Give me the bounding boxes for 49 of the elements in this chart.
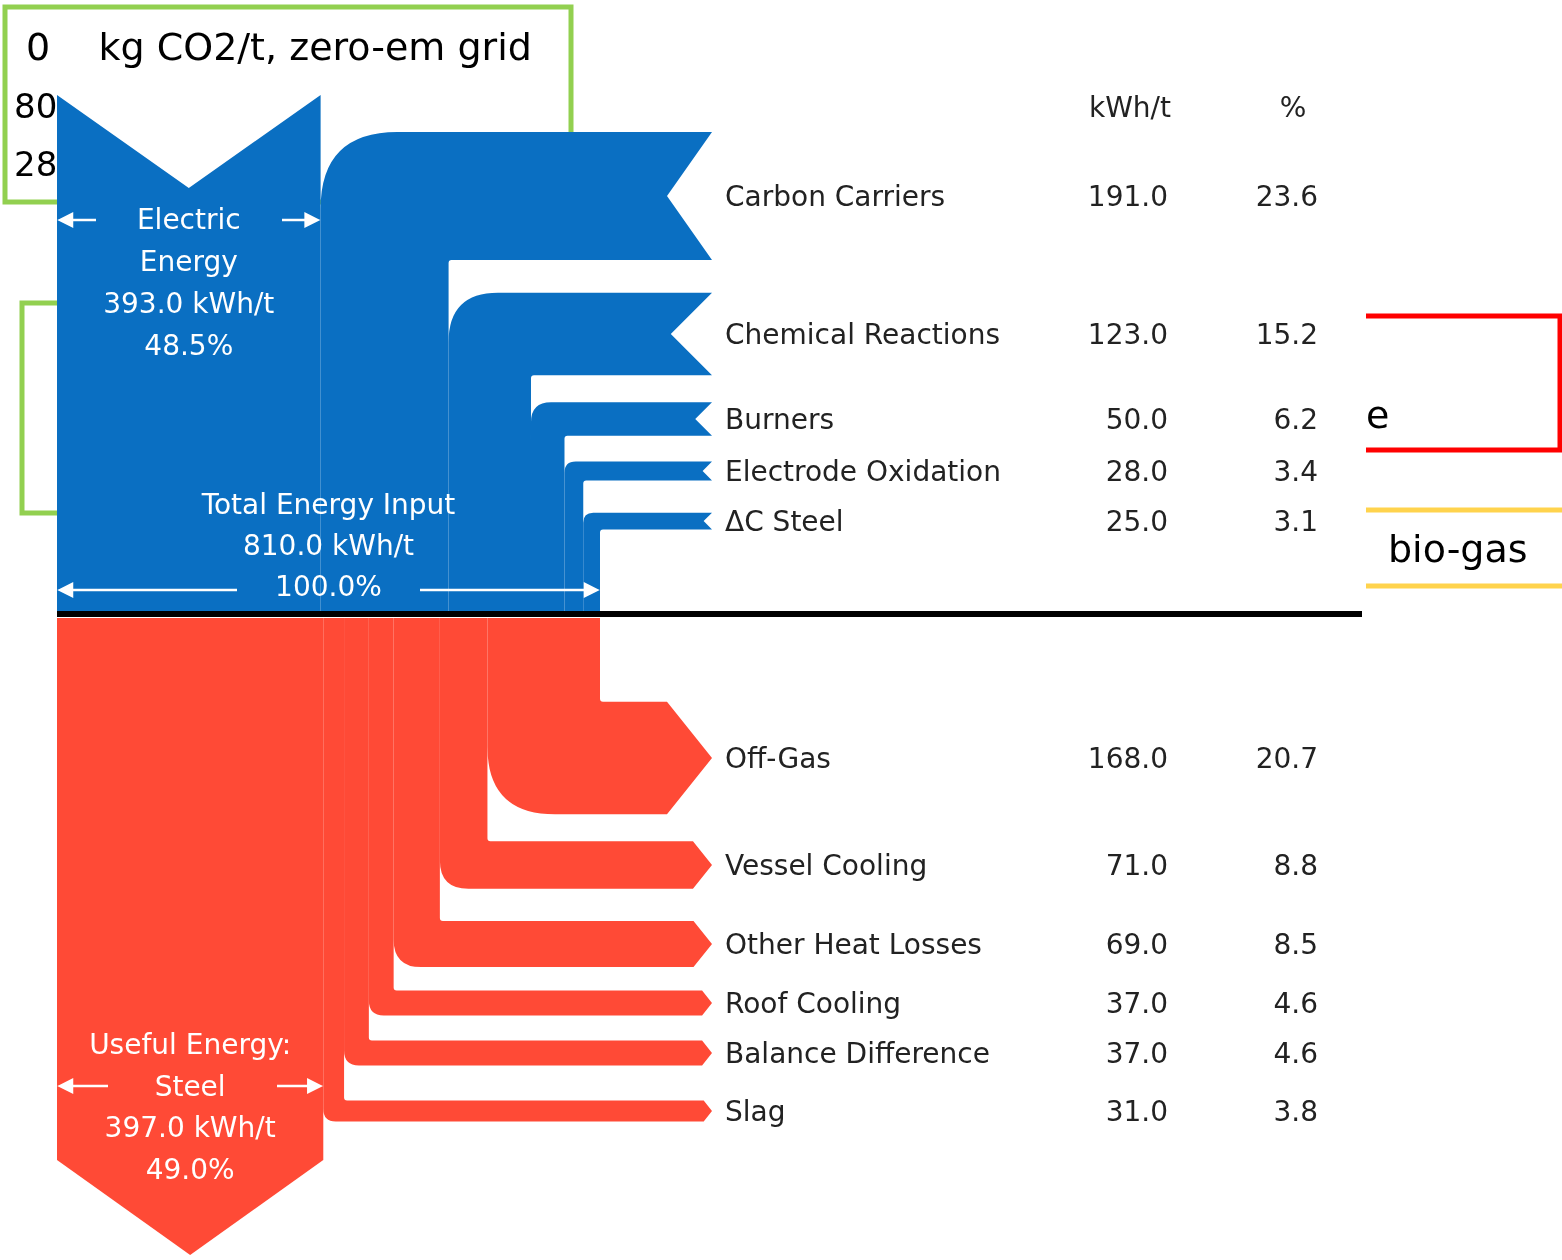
category-label: Slag bbox=[725, 1095, 786, 1128]
data-label: 28.0 bbox=[1105, 455, 1168, 488]
text: 49.0% bbox=[145, 1153, 235, 1186]
data-label: 25.0 bbox=[1105, 505, 1168, 538]
data-label: 71.0 bbox=[1105, 849, 1168, 882]
data-label: 8.5 bbox=[1273, 928, 1318, 961]
text: e bbox=[1366, 393, 1390, 437]
data-label: 3.1 bbox=[1273, 505, 1318, 538]
text: Electric Energy bbox=[136, 203, 241, 278]
text: 28 bbox=[14, 144, 58, 184]
data-label: 50.0 bbox=[1105, 403, 1168, 436]
data-label: 4.6 bbox=[1273, 987, 1318, 1020]
text: kWh/t bbox=[1088, 91, 1172, 124]
text: 810.0 kWh/t bbox=[242, 529, 415, 562]
data-label: 15.2 bbox=[1255, 318, 1318, 351]
text: % bbox=[1279, 91, 1307, 124]
data-label: 3.4 bbox=[1273, 455, 1318, 488]
data-label: 6.2 bbox=[1273, 403, 1318, 436]
text: 80 bbox=[14, 86, 58, 126]
category-label: Other Heat Losses bbox=[725, 928, 982, 961]
category-label: Carbon Carriers bbox=[725, 180, 946, 213]
category-label: Vessel Cooling bbox=[725, 849, 928, 882]
category-label: ΔC Steel bbox=[725, 505, 844, 538]
text: bio-gas bbox=[1388, 527, 1528, 571]
text: 100.0% bbox=[275, 570, 382, 603]
text: Useful Energy: Steel bbox=[89, 1028, 292, 1103]
data-label: 3.8 bbox=[1273, 1095, 1318, 1128]
category-label: Roof Cooling bbox=[725, 987, 902, 1020]
category-label: Burners bbox=[725, 403, 835, 436]
data-label: 8.8 bbox=[1273, 849, 1318, 882]
text: 393.0 kWh/t bbox=[103, 287, 275, 320]
data-label: 31.0 bbox=[1105, 1095, 1168, 1128]
category-label: Off-Gas bbox=[725, 742, 831, 775]
data-label: 37.0 bbox=[1105, 1037, 1168, 1070]
data-label: 37.0 bbox=[1105, 987, 1168, 1020]
text: 397.0 kWh/t bbox=[104, 1111, 276, 1144]
text: 0 kg CO2/t, zero-em grid bbox=[26, 25, 532, 69]
text: 48.5% bbox=[144, 329, 234, 362]
data-label: 191.0 bbox=[1087, 180, 1168, 213]
data-label: 20.7 bbox=[1255, 742, 1318, 775]
data-label: 4.6 bbox=[1273, 1037, 1318, 1070]
text: Total Energy Input bbox=[200, 488, 456, 521]
category-label: Chemical Reactions bbox=[725, 318, 1001, 351]
data-label: 23.6 bbox=[1255, 180, 1318, 213]
data-label: 69.0 bbox=[1105, 928, 1168, 961]
category-label: Balance Difference bbox=[725, 1037, 990, 1070]
data-label: 123.0 bbox=[1087, 318, 1168, 351]
category-label: Electrode Oxidation bbox=[725, 455, 1001, 488]
data-label: 168.0 bbox=[1087, 742, 1168, 775]
